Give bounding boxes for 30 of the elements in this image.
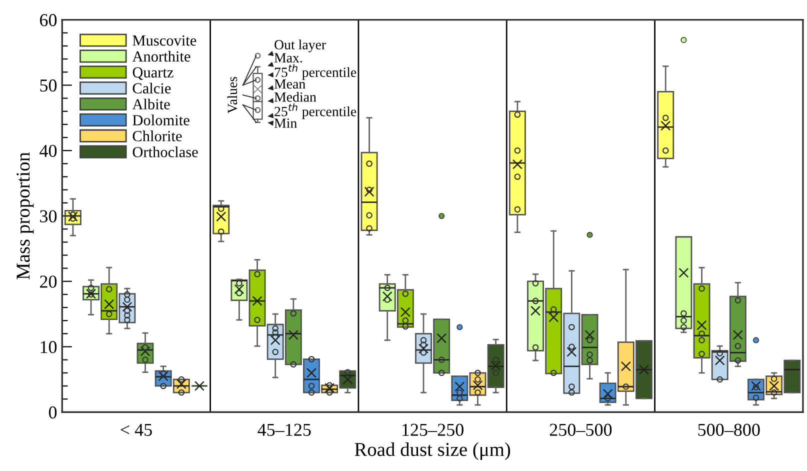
annotation: Median bbox=[274, 92, 316, 102]
y-tick-label: 20 bbox=[40, 276, 57, 288]
annotation: Values bbox=[227, 76, 238, 114]
legend-label: Muscovite bbox=[132, 35, 196, 46]
y-tick-label: 40 bbox=[40, 144, 57, 158]
y-axis-title: Mass proportion bbox=[16, 152, 34, 280]
x-tick-label: < 45 bbox=[120, 424, 152, 436]
annotation: Mean bbox=[274, 79, 306, 89]
x-tick-label: 125–250 bbox=[402, 424, 464, 436]
y-tick-label: 10 bbox=[40, 340, 57, 354]
y-tick-label: 0 bbox=[48, 406, 57, 419]
x-tick-label: 250–500 bbox=[550, 424, 612, 436]
y-tick-label: 50 bbox=[40, 79, 57, 92]
legend-label: Orthoclase bbox=[132, 146, 198, 158]
legend-label: Albite bbox=[132, 98, 170, 110]
x-tick-label: 45–125 bbox=[258, 424, 311, 436]
legend-label: Calcie bbox=[132, 82, 171, 94]
annotation: 75$^{th}$ percentile bbox=[274, 64, 356, 80]
x-tick-label: 500–800 bbox=[698, 424, 760, 436]
annotation: Max. bbox=[274, 53, 302, 63]
annotation: Min bbox=[274, 118, 297, 128]
y-tick-label: 60 bbox=[40, 14, 57, 26]
annotation: Out layer bbox=[274, 40, 326, 52]
x-axis-title: Road dust size (μm) bbox=[354, 442, 510, 460]
y-tick-label: 30 bbox=[40, 210, 57, 222]
legend-label: Chlorite bbox=[132, 130, 182, 142]
legend-label: Anorthite bbox=[132, 50, 190, 62]
legend-label: Quartz bbox=[132, 67, 174, 80]
legend-label: Dolomite bbox=[132, 114, 190, 126]
annotation: 25$^{th}$ percentile bbox=[274, 103, 356, 120]
